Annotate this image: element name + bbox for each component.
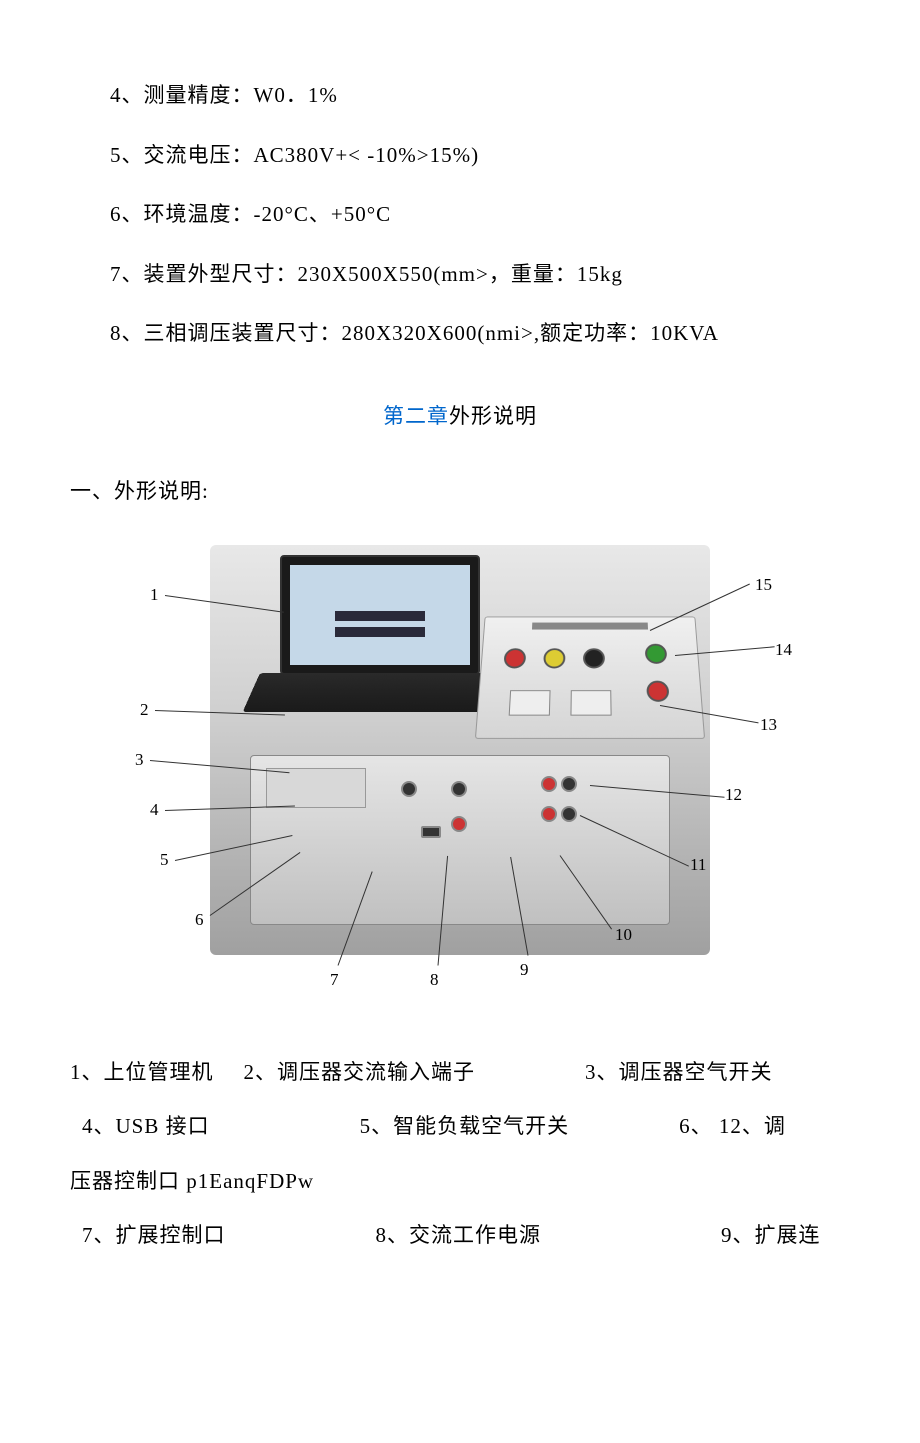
knob-red-icon <box>503 648 526 668</box>
callout-9: 9 <box>520 960 529 980</box>
knob-yellow-icon <box>543 648 565 668</box>
port-icon <box>561 806 577 822</box>
chapter-rest: 外形说明 <box>449 404 537 428</box>
callout-11: 11 <box>690 855 706 875</box>
legend-row-2b: 压器控制口 p1EanqFDPw <box>70 1154 850 1209</box>
usb-port-icon <box>421 826 441 838</box>
legend-7: 7、扩展控制口 <box>82 1208 226 1263</box>
callout-10: 10 <box>615 925 632 945</box>
callout-8: 8 <box>430 970 439 990</box>
laptop-screen <box>280 555 480 675</box>
spec-4: 4、测量精度：W0．1% <box>110 80 850 112</box>
legend-4: 4、USB 接口 <box>82 1099 210 1154</box>
legend-2: 2、调压器交流输入端子 <box>244 1045 476 1100</box>
legend-row-3: 7、扩展控制口 8、交流工作电源 9、扩展连 <box>70 1208 850 1263</box>
main-unit <box>250 755 670 925</box>
legend-3: 3、调压器空气开关 <box>585 1045 773 1100</box>
display-bar <box>335 627 425 637</box>
main-unit-panel <box>266 768 366 808</box>
section-heading: 一、外形说明: <box>70 475 850 505</box>
legend-6: 6、 12、调 <box>679 1099 786 1154</box>
legend-5: 5、智能负载空气开关 <box>360 1099 570 1154</box>
port-icon <box>401 781 417 797</box>
callout-7: 7 <box>330 970 339 990</box>
chapter-link[interactable]: 第二章 <box>383 404 449 428</box>
callout-6: 6 <box>195 910 204 930</box>
callout-12: 12 <box>725 785 742 805</box>
air-switch-icon <box>509 690 551 715</box>
spec-5: 5、交流电压：AC380V+< -10%>15%) <box>110 140 850 172</box>
port-red-icon <box>541 776 557 792</box>
legend-9: 9、扩展连 <box>721 1208 821 1263</box>
legend-row-2: 4、USB 接口 5、智能负载空气开关 6、 12、调 <box>70 1099 850 1154</box>
spec-6: 6、环境温度：-20°C、+50°C <box>110 199 850 231</box>
knob-green-icon <box>645 643 668 663</box>
callout-2: 2 <box>140 700 149 720</box>
control-box-label <box>532 622 648 629</box>
port-icon <box>561 776 577 792</box>
knob-black-icon <box>583 648 605 668</box>
laptop-screen-inner <box>290 565 470 665</box>
port-icon <box>451 781 467 797</box>
legend-8: 8、交流工作电源 <box>376 1208 542 1263</box>
spec-7: 7、装置外型尺寸：230X500X550(mm>，重量：15kg <box>110 259 850 291</box>
legend-row-1: 1、上位管理机 2、调压器交流输入端子 3、调压器空气开关 <box>70 1045 850 1100</box>
callout-5: 5 <box>160 850 169 870</box>
callout-15: 15 <box>755 575 772 595</box>
device-figure: 1 2 3 4 5 6 7 8 9 10 11 12 13 14 15 <box>120 525 800 1005</box>
laptop-display-bars <box>335 605 425 643</box>
callout-13: 13 <box>760 715 777 735</box>
port-red-icon <box>541 806 557 822</box>
port-red-icon <box>451 816 467 832</box>
callout-3: 3 <box>135 750 144 770</box>
callout-4: 4 <box>150 800 159 820</box>
chapter-title: 第二章外形说明 <box>70 400 850 430</box>
callout-14: 14 <box>775 640 792 660</box>
legend-1: 1、上位管理机 <box>70 1045 214 1100</box>
legend-6b: 压器控制口 p1EanqFDPw <box>70 1154 314 1209</box>
legend: 1、上位管理机 2、调压器交流输入端子 3、调压器空气开关 4、USB 接口 5… <box>70 1045 850 1263</box>
callout-1: 1 <box>150 585 159 605</box>
display-bar <box>335 611 425 621</box>
air-switch-icon <box>570 690 611 715</box>
knob-red-icon <box>646 680 669 701</box>
control-box <box>475 616 705 738</box>
spec-8: 8、三相调压装置尺寸：280X320X600(nmi>,额定功率：10KVA <box>110 318 850 350</box>
